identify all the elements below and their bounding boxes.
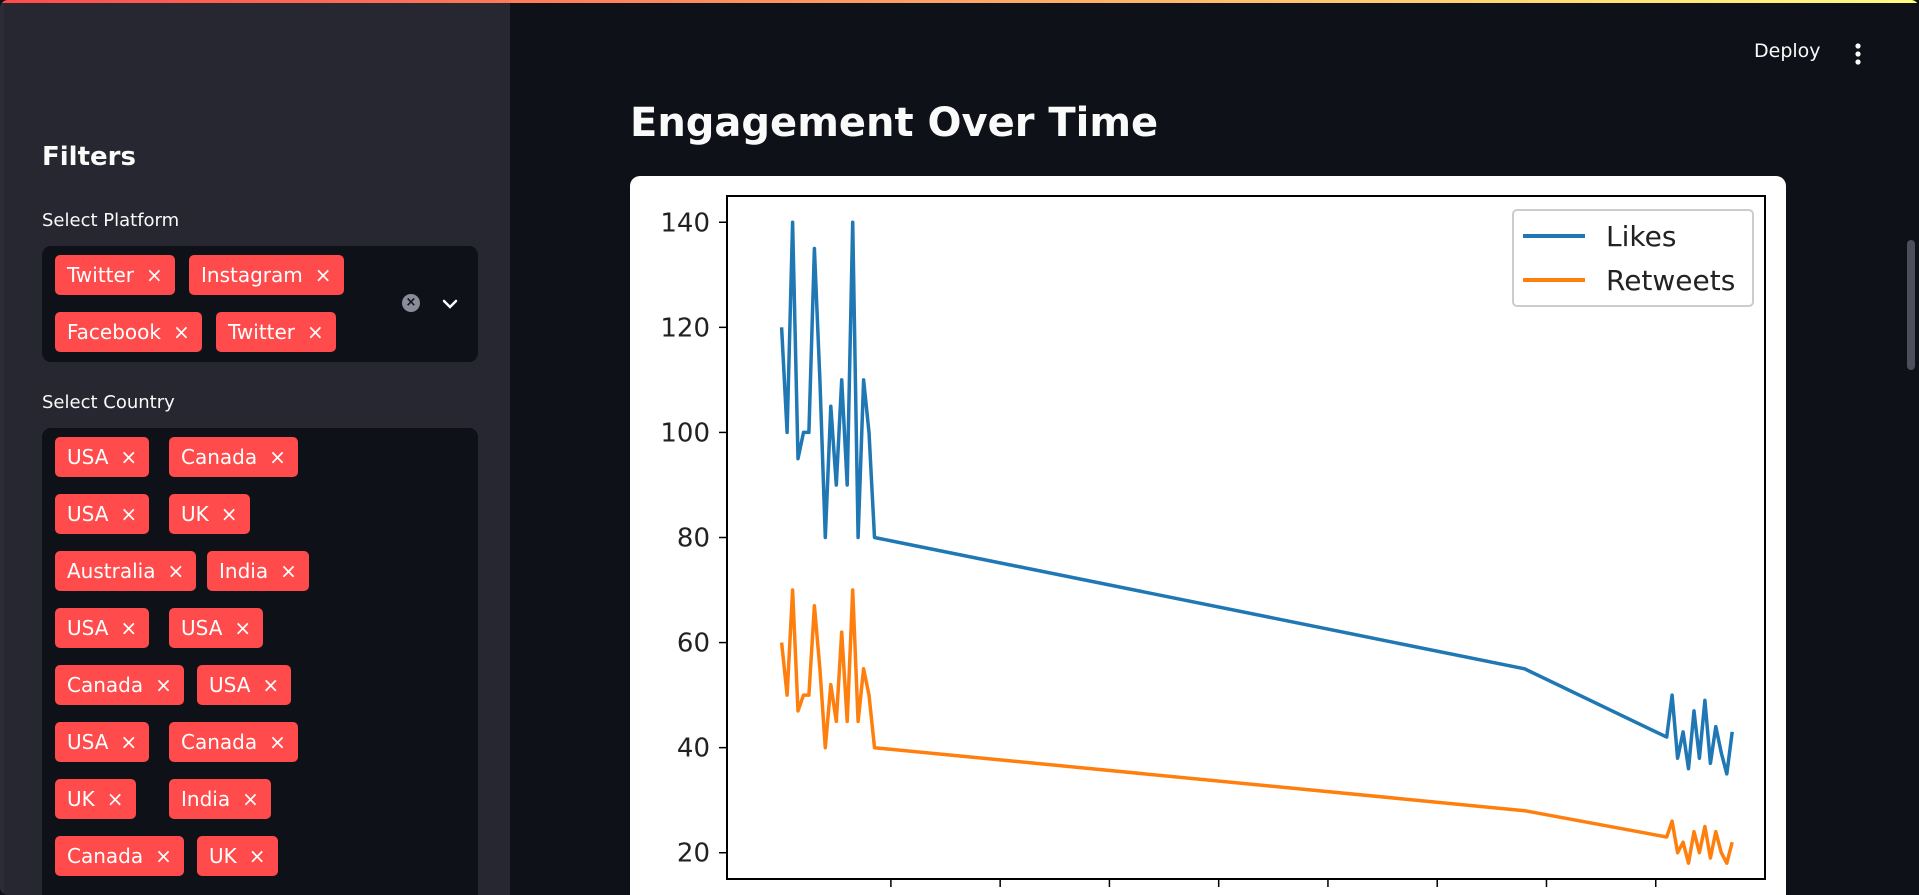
- filter-tag[interactable]: Facebook ×: [55, 312, 202, 352]
- country-multiselect[interactable]: USA × Canada × USA × UK × Australia × India × USA × US…: [42, 428, 478, 895]
- tag-label: UK: [209, 844, 237, 868]
- page-title: Engagement Over Time: [630, 100, 1159, 146]
- tag-label: Twitter: [67, 263, 135, 287]
- legend-label: Likes: [1606, 220, 1676, 253]
- remove-tag-icon[interactable]: ×: [120, 730, 138, 754]
- remove-tag-icon[interactable]: ×: [155, 673, 172, 697]
- tag-label: Instagram: [201, 263, 303, 287]
- remove-tag-icon[interactable]: ×: [146, 263, 163, 287]
- tag-label: USA: [67, 445, 109, 469]
- tag-label: USA: [181, 616, 223, 640]
- filter-tag[interactable]: UK ×: [169, 494, 250, 534]
- y-tick-label: 140: [660, 208, 710, 238]
- remove-tag-icon[interactable]: ×: [307, 320, 324, 344]
- country-label: Select Country: [42, 392, 175, 413]
- filter-tag[interactable]: Twitter ×: [216, 312, 336, 352]
- more-vertical-icon[interactable]: [1848, 42, 1868, 66]
- filter-tag[interactable]: USA ×: [55, 437, 150, 477]
- remove-tag-icon[interactable]: ×: [242, 787, 259, 811]
- sidebar: Filters Select Platform Twitter × Instagra…: [0, 0, 510, 895]
- remove-tag-icon[interactable]: ×: [269, 445, 286, 469]
- series-line-retweets: [779, 588, 1734, 865]
- chevron-down-icon[interactable]: [440, 294, 460, 314]
- filter-tag[interactable]: UK ×: [197, 836, 278, 876]
- platform-multiselect[interactable]: Twitter × Instagram × Facebook × Twitter × ×: [42, 246, 478, 362]
- filter-tag[interactable]: Twitter ×: [55, 255, 175, 295]
- scrollbar[interactable]: [1907, 240, 1915, 370]
- tag-label: Canada: [67, 844, 144, 868]
- legend-label: Retweets: [1606, 264, 1735, 297]
- tag-label: Canada: [181, 445, 258, 469]
- remove-tag-icon[interactable]: ×: [120, 445, 138, 469]
- deploy-button[interactable]: Deploy: [1754, 40, 1821, 62]
- tag-label: USA: [67, 616, 109, 640]
- filter-tag[interactable]: USA ×: [55, 494, 150, 534]
- platform-label: Select Platform: [42, 210, 180, 231]
- tag-label: Canada: [67, 673, 144, 697]
- tag-label: USA: [209, 673, 251, 697]
- filter-tag[interactable]: Instagram ×: [189, 255, 344, 295]
- y-tick-label: 120: [660, 313, 710, 343]
- remove-tag-icon[interactable]: ×: [314, 263, 332, 287]
- tag-label: India: [181, 787, 231, 811]
- y-tick-label: 20: [677, 839, 710, 869]
- tag-label: USA: [67, 502, 109, 526]
- remove-tag-icon[interactable]: ×: [120, 502, 138, 526]
- filter-tag[interactable]: Canada ×: [55, 836, 184, 876]
- tag-label: Canada: [181, 730, 258, 754]
- filter-tag[interactable]: USA ×: [197, 665, 292, 705]
- remove-tag-icon[interactable]: ×: [155, 844, 172, 868]
- tag-label: India: [219, 559, 269, 583]
- y-tick-label: 100: [660, 418, 710, 448]
- top-decoration-bar: [0, 0, 1919, 3]
- remove-tag-icon[interactable]: ×: [234, 616, 252, 640]
- tag-label: USA: [67, 730, 109, 754]
- filter-tag[interactable]: India ×: [207, 551, 309, 591]
- sidebar-title: Filters: [42, 142, 136, 172]
- filter-tag[interactable]: Australia ×: [55, 551, 197, 591]
- filter-tag[interactable]: Canada ×: [55, 665, 184, 705]
- remove-tag-icon[interactable]: ×: [262, 673, 280, 697]
- filter-tag[interactable]: USA ×: [55, 608, 150, 648]
- remove-tag-icon[interactable]: ×: [167, 559, 185, 583]
- chart-container: 20 40 60 80 100 120 140 Likes Retweets: [630, 176, 1786, 895]
- remove-tag-icon[interactable]: ×: [172, 320, 190, 344]
- y-tick-label: 80: [677, 524, 710, 554]
- tag-label: UK: [181, 502, 209, 526]
- filter-tag[interactable]: Canada ×: [169, 437, 298, 477]
- filter-tag[interactable]: USA ×: [169, 608, 264, 648]
- remove-tag-icon[interactable]: ×: [269, 730, 286, 754]
- remove-tag-icon[interactable]: ×: [220, 502, 238, 526]
- filter-tag[interactable]: India ×: [169, 779, 271, 819]
- tag-label: Australia: [67, 559, 156, 583]
- y-tick-label: 60: [677, 629, 710, 659]
- series-line-likes: [779, 220, 1734, 776]
- filter-tag[interactable]: Canada ×: [169, 722, 298, 762]
- remove-tag-icon[interactable]: ×: [280, 559, 297, 583]
- tag-label: UK: [67, 787, 95, 811]
- engagement-chart: 20 40 60 80 100 120 140 Likes Retweets: [660, 195, 1766, 887]
- filter-tag[interactable]: UK ×: [55, 779, 136, 819]
- clear-all-icon[interactable]: ×: [402, 294, 420, 312]
- y-tick-label: 40: [677, 734, 710, 764]
- filter-tag[interactable]: USA ×: [55, 722, 150, 762]
- tag-label: Facebook: [67, 320, 161, 344]
- remove-tag-icon[interactable]: ×: [248, 844, 266, 868]
- remove-tag-icon[interactable]: ×: [106, 787, 124, 811]
- tag-label: Twitter: [228, 320, 296, 344]
- remove-tag-icon[interactable]: ×: [120, 616, 138, 640]
